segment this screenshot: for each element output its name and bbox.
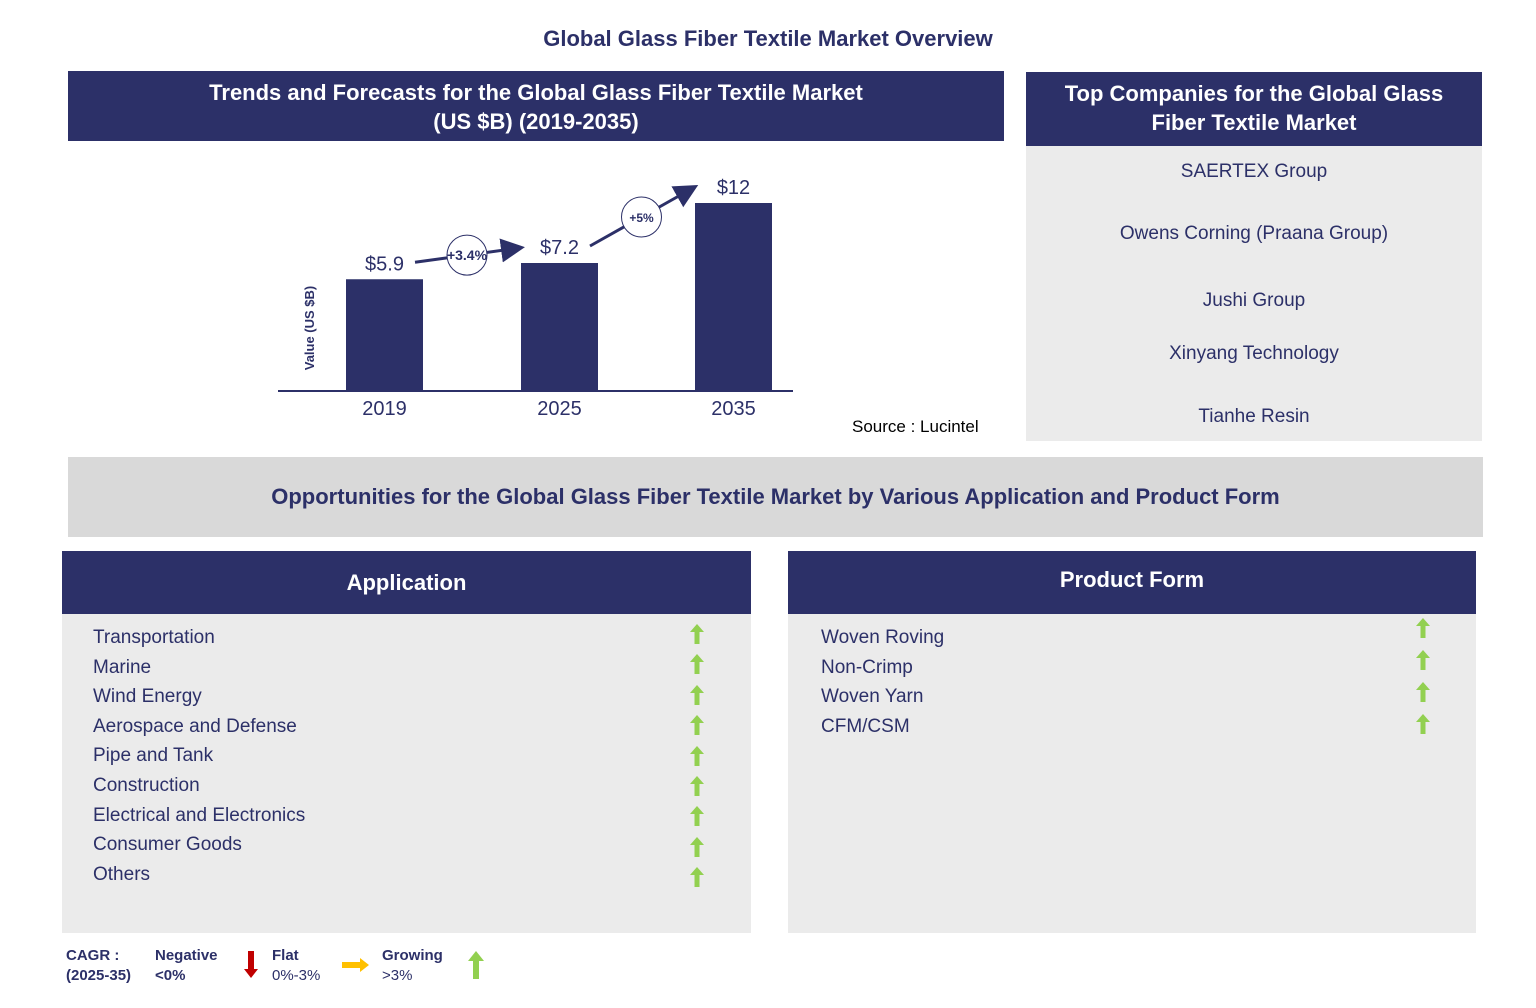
chart-title-line1: Trends and Forecasts for the Global Glas… (209, 80, 863, 105)
arrow-up-green-icon (690, 776, 704, 796)
arrow-up-green-icon (690, 715, 704, 736)
company-item: Xinyang Technology (1169, 343, 1339, 364)
list-item: Others (93, 863, 151, 885)
bar-2019 (346, 279, 423, 391)
list-item: Pipe and Tank (93, 745, 214, 767)
arrow-up-green-icon (690, 867, 704, 888)
page-title: Global Glass Fiber Textile Market Overvi… (543, 26, 993, 51)
legend-growing-range: >3% (382, 967, 413, 984)
legend-negative-label: Negative (155, 947, 218, 964)
company-item: SAERTEX Group (1180, 161, 1328, 182)
cagr-badge (446, 234, 488, 276)
cagr-badge (621, 196, 662, 238)
arrow-up-green-icon (690, 836, 704, 857)
chart-header: Trends and Forecasts for the Global Glas… (68, 71, 1004, 141)
arrow-right-yellow-icon (342, 958, 369, 972)
companies-header-line2: Fiber Textile Market (1151, 110, 1357, 135)
arrow-up-green-icon (1416, 650, 1430, 670)
application-panel: Application Transportation Marine Wind Ene… (62, 551, 751, 933)
data-label: $12 (717, 177, 750, 199)
arrow-down-red-icon (244, 951, 258, 978)
legend-flat: Flat 0%-3% (272, 946, 320, 986)
list-item: Woven Roving (821, 627, 945, 648)
companies-list: SAERTEX Group Owens Corning (Praana Grou… (1026, 146, 1482, 441)
list-item: Consumer Goods (93, 834, 242, 856)
x-tick-label: 2025 (537, 398, 582, 420)
arrow-up-green-icon (690, 684, 704, 705)
arrow-up-green-icon (690, 745, 704, 766)
companies-header: Top Companies for the Global Glass Fiber… (1026, 72, 1482, 146)
arrow-up-green-icon (1416, 682, 1430, 702)
arrow-up-green-icon (1416, 618, 1430, 638)
legend-negative-range: <0% (155, 967, 186, 984)
list-item: CFM/CSM (821, 715, 910, 737)
legend-growing-label: Growing (382, 947, 443, 964)
cagr-label: +3.4% (447, 247, 488, 263)
product-form-panel: Product Form Woven Roving Non-Crimp Woven … (788, 551, 1476, 933)
legend-flat-label: Flat (272, 947, 299, 964)
list-item: Marine (93, 656, 152, 678)
legend-flat-range: 0%-3% (272, 967, 321, 984)
chart-title-line2: (US $B) (2019-2035) (433, 109, 639, 134)
source-note: Source : Lucintel (852, 417, 979, 436)
legend-negative: Negative <0% (155, 946, 218, 986)
company-item: Tianhe Resin (1198, 406, 1310, 427)
bar-2025 (521, 263, 598, 391)
arrow-up-green-icon (690, 624, 704, 644)
arrow-up-green-icon (690, 654, 704, 675)
arrow-up-green-icon (468, 951, 484, 979)
data-label: $7.2 (540, 237, 579, 259)
application-header: Application (62, 551, 751, 614)
opportunities-title: Opportunities for the Global Glass Fiber… (68, 457, 1483, 537)
cagr-label: +5% (629, 211, 654, 225)
arrow-up-green-icon (1416, 714, 1430, 734)
company-item: Jushi Group (1202, 290, 1306, 311)
legend-growing: Growing >3% (382, 946, 443, 986)
companies-header-line1: Top Companies for the Global Glass (1064, 81, 1444, 106)
x-tick-label: 2019 (362, 398, 407, 420)
data-label: $5.9 (365, 253, 404, 275)
bar-2035 (695, 203, 772, 391)
list-item: Electrical and Electronics (93, 804, 306, 826)
list-item: Woven Yarn (821, 686, 924, 708)
product-form-header: Product Form (788, 551, 1476, 614)
x-tick-label: 2035 (711, 398, 756, 420)
company-item: Owens Corning (Praana Group) (1119, 223, 1389, 244)
legend-cagr-label: CAGR : (66, 947, 120, 964)
y-axis-label: Value (US $B) (302, 286, 317, 371)
list-item: Construction (93, 775, 200, 796)
list-item: Transportation (93, 627, 215, 648)
list-item: Aerospace and Defense (93, 715, 297, 737)
arrow-up-green-icon (690, 806, 704, 827)
legend-period: (2025-35) (66, 967, 132, 984)
list-item: Non-Crimp (821, 656, 913, 678)
list-item: Wind Energy (93, 686, 202, 708)
bar-chart: Value (US $B) $5.9 2019 $7.2 2025 $12 2035 +3… (278, 177, 793, 420)
legend-cagr: CAGR : (2025-35) (66, 946, 131, 986)
